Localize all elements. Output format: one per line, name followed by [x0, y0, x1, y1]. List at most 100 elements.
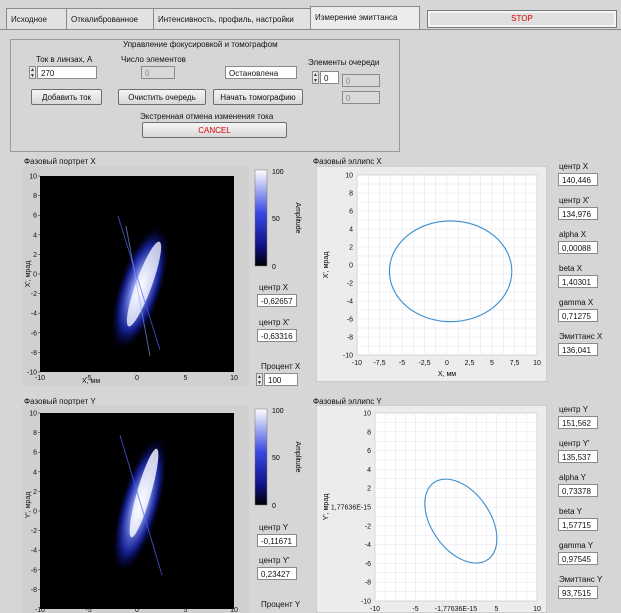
percent-x-input[interactable]: 100 — [264, 373, 298, 386]
portrait-y-beam-blob — [112, 434, 168, 576]
portrait-y-xtick: 10 — [230, 607, 238, 613]
ellipse-x-ytick: 8 — [349, 191, 353, 198]
status-field: Остановлена — [225, 66, 297, 79]
center-yp-label: центр Y' — [259, 556, 290, 565]
percent-x-label: Процент X — [261, 362, 301, 371]
queue-index-input[interactable]: 0 — [320, 71, 339, 84]
queue-value-1: 0 — [342, 74, 380, 87]
clear-queue-button[interactable]: Очистить очередь — [118, 89, 206, 105]
stop-button[interactable]: STOP — [427, 10, 617, 28]
ellipse-x-xtick: 7,5 — [510, 360, 520, 367]
portrait-x-xlabel: X, мм — [82, 378, 100, 385]
ellipse-y-ytick: -6 — [365, 561, 371, 568]
portrait-x-ytick: -2 — [31, 291, 37, 298]
tab-calibrated[interactable]: Откалиброванное — [66, 8, 158, 30]
ellipse-y-curve — [424, 478, 498, 564]
portrait-x-scale-label: Amplitude — [294, 202, 301, 233]
ellipse-x-ytick: 4 — [349, 227, 353, 234]
portrait-y-scale-label: Amplitude — [294, 441, 301, 472]
ellipse-x-xtick: -5 — [399, 360, 405, 367]
portrait-x-color-scale: 100 50 0 Amplitude — [254, 169, 301, 271]
ellipse-x-param-field: 140,446 — [558, 173, 598, 186]
portrait-x-xtick: 10 — [230, 375, 238, 382]
ellipse-x-xtick: -2,5 — [418, 360, 430, 367]
portrait-y-ytick: 10 — [29, 411, 37, 418]
portrait-x-xtick: -5 — [85, 375, 91, 382]
ellipse-x-param-label: gamma X — [559, 298, 594, 307]
center-x-label: центр X — [259, 283, 289, 292]
ellipse-y-ytick: 4 — [367, 467, 371, 474]
portrait-x-title: Фазовый портрет X — [24, 157, 96, 166]
center-x-field: -0,62657 — [257, 294, 297, 307]
ellipse-x-param-label: центр X — [559, 162, 589, 171]
ellipse-y-ytick: 8 — [367, 429, 371, 436]
portrait-x-ylabel: X', мрад — [25, 261, 32, 288]
portrait-x-ytick: 6 — [33, 213, 37, 220]
ellipse-x-ylabel: X', мрад — [323, 252, 330, 279]
portrait-x-scale-tick-min: 0 — [272, 264, 276, 271]
portrait-x-scale-bar — [254, 169, 268, 267]
ellipse-y-param-field: 135,537 — [558, 450, 598, 463]
percent-x-spinner[interactable]: ▲ ▼ — [256, 373, 263, 386]
ellipse-x-xtick: -10 — [352, 360, 362, 367]
ellipse-x-param-field: 136,041 — [558, 343, 598, 356]
portrait-y-title: Фазовый портрет Y — [24, 397, 96, 406]
ellipse-x-ytick: -6 — [347, 317, 353, 324]
ellipse-x-xtick: 0 — [445, 360, 449, 367]
portrait-x-ytick: 8 — [33, 193, 37, 200]
portrait-y-scale-tick-mid: 50 — [272, 455, 280, 462]
center-yp-field: 0,23427 — [257, 567, 297, 580]
ellipse-y-ytick: -2 — [365, 523, 371, 530]
center-y-label: центр Y — [259, 523, 289, 532]
focus-group-title: Управление фокусировкой и томографом — [123, 40, 278, 49]
ellipse-y-param-label: gamma Y — [559, 541, 594, 550]
current-spinner[interactable]: ▲ ▼ — [29, 66, 36, 79]
tab-divider — [0, 29, 621, 30]
ellipse-y-param-field: 0,73378 — [558, 484, 598, 497]
ellipse-x-ytick: -2 — [347, 281, 353, 288]
ellipse-y-param-label: центр Y' — [559, 439, 590, 448]
queue-spinner[interactable]: ▲ ▼ — [312, 71, 319, 84]
count-field: 0 — [141, 66, 175, 79]
ellipse-x-ytick: -10 — [343, 353, 353, 360]
portrait-x-ytick: -4 — [31, 311, 37, 318]
percent-y-label: Процент Y — [261, 600, 301, 609]
portrait-y-xtick: -5 — [85, 607, 91, 613]
portrait-y-xtick: 0 — [135, 607, 139, 613]
tab-intensity[interactable]: Интенсивность, профиль, настройки — [153, 8, 315, 30]
ellipse-x-xtick: -7,5 — [373, 360, 385, 367]
ellipse-y-ytick: -4 — [365, 542, 371, 549]
current-input[interactable]: 270 — [37, 66, 97, 79]
ellipse-y-ylabel: Y', мрад — [323, 494, 330, 521]
portrait-x-ytick: 4 — [33, 232, 37, 239]
center-y-field: -0,11671 — [257, 534, 297, 547]
ellipse-x-xtick: 2,5 — [465, 360, 475, 367]
portrait-x-graph: 10 8 6 4 2 0 -2 -4 -6 -8 -10-10 -5 0 5 10 X, мм X', мр… — [22, 166, 249, 386]
ellipse-y-xtick: -1,77636E-15 — [435, 606, 478, 613]
ellipse-y-param-field: 93,7515 — [558, 586, 598, 599]
ellipse-x-graph: 10 8 6 4 2 0 -2 -4 -6 -8 -10-10 -7,5 -5 -2,5 0 2,5 5 7,5 1… — [316, 166, 547, 382]
start-tomography-button[interactable]: Начать томографию — [213, 89, 303, 105]
portrait-x-scale-tick-max: 100 — [272, 169, 284, 176]
cancel-button[interactable]: CANCEL — [142, 122, 287, 138]
tab-emittance[interactable]: Измерение эмиттанса — [310, 6, 420, 30]
portrait-y-color-scale: 100 50 0 Amplitude — [254, 408, 301, 510]
ellipse-y-graph: 10 8 6 4 2 1,77636E-15 -2 -4 -6 -8 -10-10 -5 -1,7763… — [316, 405, 547, 613]
ellipse-y-ytick: -8 — [365, 580, 371, 587]
queue-label: Элементы очереди — [308, 58, 380, 67]
add-current-button[interactable]: Добавить ток — [31, 89, 102, 105]
portrait-y-ytick: 2 — [33, 489, 37, 496]
ellipse-y-param-label: beta Y — [559, 507, 582, 516]
ellipse-x-param-field: 0,00088 — [558, 241, 598, 254]
portrait-y-ytick: -4 — [31, 548, 37, 555]
ellipse-y-ytick: 10 — [363, 411, 371, 418]
portrait-y-ytick: 0 — [33, 509, 37, 516]
ellipse-y-xtick: -10 — [370, 606, 380, 613]
ellipse-x-xtick: 5 — [490, 360, 494, 367]
ellipse-x-ytick: -4 — [347, 299, 353, 306]
ellipse-y-param-field: 1,57715 — [558, 518, 598, 531]
tab-initial[interactable]: Исходное — [6, 8, 68, 30]
portrait-y-scale-tick-max: 100 — [272, 408, 284, 415]
portrait-x-scale-tick-mid: 50 — [272, 216, 280, 223]
ellipse-x-param-label: alpha X — [559, 230, 587, 239]
